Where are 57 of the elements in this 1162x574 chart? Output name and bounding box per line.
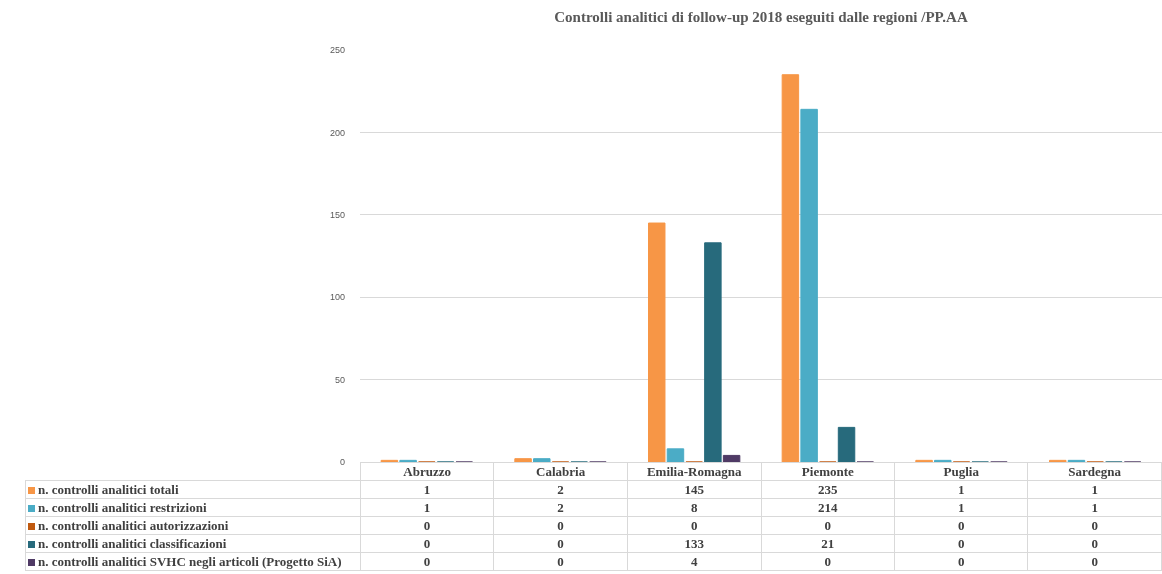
- x-tick-label: Abruzzo: [360, 462, 494, 481]
- data-label: 0: [360, 516, 494, 535]
- y-tick-label: 200: [329, 127, 345, 138]
- data-label: 0: [1027, 516, 1162, 535]
- data-label: 0: [360, 534, 494, 553]
- data-label: 0: [761, 552, 895, 571]
- y-tick-label: 150: [329, 209, 345, 220]
- data-label: 0: [1027, 534, 1162, 553]
- bar: [781, 74, 800, 462]
- bar: [800, 108, 818, 462]
- data-label: 1: [1027, 480, 1162, 499]
- legend-label: n. controlli analitici autorizzazioni: [38, 517, 229, 533]
- data-label: 8: [627, 498, 762, 517]
- x-tick-label: Puglia: [894, 462, 1028, 481]
- data-label: 0: [1027, 552, 1162, 571]
- y-tick-label: 0: [339, 457, 345, 468]
- x-tick-label: Sardegna: [1027, 462, 1162, 481]
- bar: [837, 426, 856, 462]
- data-label: 1: [894, 498, 1028, 517]
- data-label: 1: [1027, 498, 1162, 517]
- legend-label: n. controlli analitici SVHC negli articoli (Progetto SiA): [38, 553, 342, 569]
- data-label: 0: [894, 534, 1028, 553]
- data-label: 0: [894, 516, 1028, 535]
- bar: [533, 458, 551, 462]
- y-tick-label: 250: [329, 45, 345, 56]
- x-tick-label: Calabria: [493, 462, 628, 481]
- data-label: 214: [761, 498, 895, 517]
- y-tick-label: 100: [329, 292, 345, 303]
- data-label: 2: [493, 480, 628, 499]
- data-label: 2: [493, 498, 628, 517]
- data-label: 0: [360, 552, 494, 571]
- data-label: 1: [894, 480, 1028, 499]
- bar: [704, 242, 722, 462]
- x-tick-label: Piemonte: [761, 462, 895, 481]
- legend-label: n. controlli analitici classificazioni: [38, 535, 227, 551]
- data-label: 0: [493, 516, 628, 535]
- data-label: 1: [360, 480, 494, 499]
- data-label: 145: [627, 480, 762, 499]
- data-label: 0: [627, 516, 762, 535]
- data-label: 0: [493, 534, 628, 553]
- x-tick-label: Emilia-Romagna: [627, 462, 762, 481]
- legend-label: n. controlli analitici restrizioni: [38, 499, 207, 515]
- bar: [722, 454, 741, 462]
- bar: [666, 448, 685, 462]
- data-label: 21: [761, 534, 895, 553]
- data-label: 4: [627, 552, 762, 571]
- data-label: 0: [761, 516, 895, 535]
- bar: [514, 458, 532, 462]
- y-tick-label: 50: [334, 374, 345, 385]
- data-label: 0: [493, 552, 628, 571]
- data-label: 235: [761, 480, 895, 499]
- chart-title: Controlli analitici di follow-up 2018 eseguiti dalle regioni /PP.AA: [554, 8, 968, 25]
- data-label: 133: [627, 534, 762, 553]
- bar: [648, 222, 666, 462]
- legend-label: n. controlli analitici totali: [38, 481, 179, 497]
- data-label: 0: [894, 552, 1028, 571]
- data-label: 1: [360, 498, 494, 517]
